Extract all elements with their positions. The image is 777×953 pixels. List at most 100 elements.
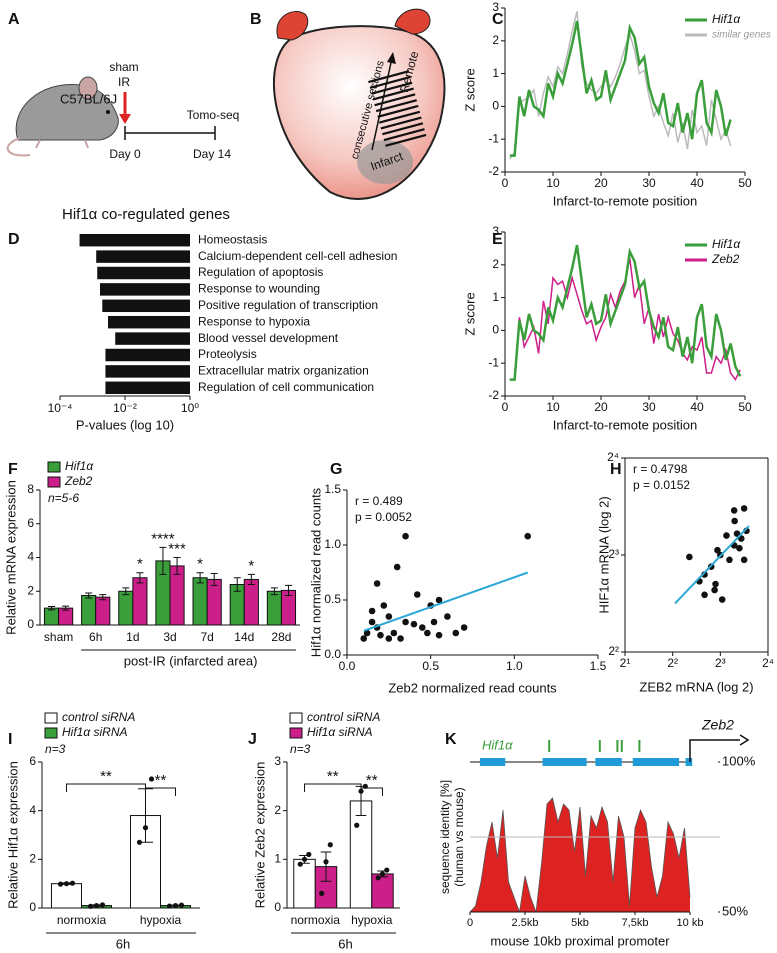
legend-label: similar genes xyxy=(712,30,771,41)
x-tick-label: 10⁻⁴ xyxy=(48,401,73,415)
data-point xyxy=(397,635,404,642)
y-tick-label: 0.0 xyxy=(324,647,341,661)
panel-label: B xyxy=(250,11,262,28)
error-bar xyxy=(284,584,293,596)
data-point xyxy=(402,532,409,540)
bar xyxy=(81,594,97,626)
data-point xyxy=(166,903,173,909)
category-label: Regulation of cell communication xyxy=(198,380,374,394)
exon xyxy=(479,758,506,766)
x-tick-label: 10⁻² xyxy=(113,401,137,415)
data-point xyxy=(69,880,76,886)
data-point xyxy=(730,507,738,514)
y-tick-label: 2 xyxy=(29,852,36,866)
data-point xyxy=(360,635,368,642)
data-point xyxy=(410,620,418,628)
legend-swatch xyxy=(47,476,61,488)
binding-site-label: Hif1α xyxy=(482,737,513,752)
x-tick-label: hypoxia xyxy=(351,913,393,927)
y-axis-label: Relative Zeb2 expression xyxy=(252,762,267,909)
data-point xyxy=(726,556,733,564)
y-axis-label: Z score xyxy=(462,292,477,335)
data-point xyxy=(701,591,708,599)
series-line xyxy=(509,20,732,157)
significance: ** xyxy=(366,772,378,789)
x-tick-label: 10 xyxy=(546,400,560,414)
error-bar xyxy=(233,577,241,592)
significance: * xyxy=(197,556,203,573)
y-tick-label: 0 xyxy=(274,900,281,914)
chart-title: Hif1α co-regulated genes xyxy=(62,206,230,223)
significance: * xyxy=(137,556,143,573)
y-tick-label: 1.5 xyxy=(324,482,341,496)
note: n=3 xyxy=(45,742,66,756)
data-point xyxy=(377,631,384,639)
data-point xyxy=(297,861,303,867)
bar xyxy=(50,883,82,909)
x-tick-label: 30 xyxy=(642,400,656,414)
y-axis-label: sequence identity [%] xyxy=(438,780,452,894)
bracket xyxy=(144,787,177,796)
x-tick-label: 50 xyxy=(738,400,752,414)
bar xyxy=(266,590,282,626)
data-point xyxy=(178,902,185,908)
data-point xyxy=(740,556,748,564)
data-point xyxy=(301,856,308,862)
data-point xyxy=(712,580,719,588)
y-tick-label: 0 xyxy=(492,323,499,337)
data-point xyxy=(419,624,426,631)
panel-label: J xyxy=(248,731,257,748)
area-fill xyxy=(470,798,690,912)
x-tick-label: 3d xyxy=(163,630,176,644)
y-tick-label: 2 xyxy=(492,257,499,271)
data-point xyxy=(413,591,421,598)
category-label: Extracellular matrix organization xyxy=(198,364,369,378)
legend-label: Hif1α siRNA xyxy=(307,725,373,739)
data-point xyxy=(736,544,743,552)
data-point xyxy=(460,624,468,631)
bar xyxy=(105,381,190,395)
data-point xyxy=(435,596,443,604)
fit-line xyxy=(363,571,529,632)
x-tick-label: 0 xyxy=(467,917,473,929)
data-point xyxy=(686,553,693,561)
data-point xyxy=(148,776,155,782)
bar xyxy=(371,873,394,909)
y-tick-label: 100% xyxy=(722,753,756,768)
error-bar xyxy=(122,587,130,596)
data-point xyxy=(375,875,381,881)
x-tick-label: 2² xyxy=(667,656,678,670)
y-tick-label: 6 xyxy=(27,516,34,530)
data-point xyxy=(718,596,726,603)
y-axis-label: Z score xyxy=(462,68,477,111)
significance: **** xyxy=(151,530,175,547)
x-axis-label: ZEB2 mRNA (log 2) xyxy=(639,679,753,694)
x-tick-label: 2⁴ xyxy=(762,656,774,670)
y-tick-label: -2 xyxy=(488,164,499,178)
data-point xyxy=(711,586,718,594)
x-axis-label: P-values (log 10) xyxy=(76,417,174,432)
bar xyxy=(96,250,190,263)
y-tick-label: 2 xyxy=(492,33,499,47)
panel-label: E xyxy=(492,231,503,248)
x-tick-label: 0.5 xyxy=(422,659,439,673)
error-bar xyxy=(62,605,70,611)
y-tick-label: 3 xyxy=(492,224,499,238)
timepoint-label: Day 14 xyxy=(193,147,231,161)
panel-label: A xyxy=(8,11,20,28)
y-tick-label: -1 xyxy=(488,355,499,369)
data-point xyxy=(368,618,376,626)
identity-line xyxy=(469,797,691,913)
y-tick-label: 1.0 xyxy=(324,537,341,551)
data-point xyxy=(99,902,106,908)
significance: ** xyxy=(327,768,339,785)
data-point xyxy=(393,563,401,571)
legend-swatch xyxy=(44,712,58,724)
y-tick-label: 0 xyxy=(27,617,34,631)
exon xyxy=(632,758,679,766)
bar xyxy=(105,365,190,378)
y-tick-label: 2² xyxy=(608,644,619,658)
data-point xyxy=(430,618,438,626)
panel-label: C xyxy=(492,11,504,28)
